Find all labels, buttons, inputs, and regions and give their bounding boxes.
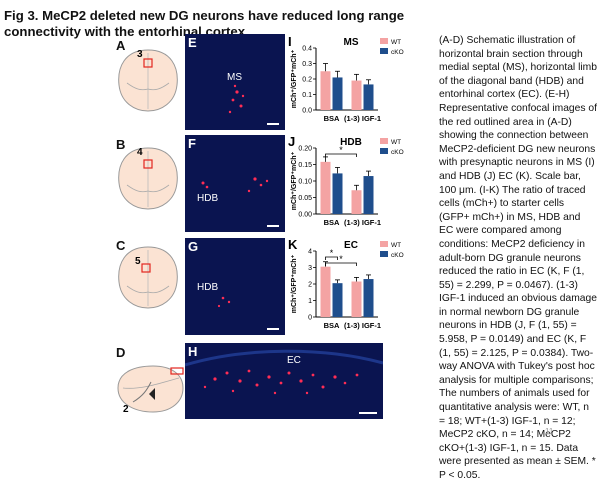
legend-swatch-wt [380,38,388,44]
chart-title: HDB [340,137,362,148]
scale-bar [267,328,279,330]
y-tick-label: 0.1 [302,92,312,99]
bar-cko-0 [332,283,343,317]
micrograph-e-label: MS [227,72,242,83]
y-tick-label: 0 [308,315,312,322]
bar-chart-i: I MS mCh⁺/GFP⁺mCh⁺ 0.0 0.1 0.2 0.3 0.4 BSA (1-3) … [288,34,404,123]
legend-label-wt: WT [391,242,401,249]
y-tick-label: 0.2 [302,77,312,84]
y-tick-label: 0.0 [302,108,312,115]
bar-wt-1 [351,80,362,110]
significance-star: * [339,254,343,264]
panel-label-j: J [288,134,295,149]
bar-cko-0 [332,173,343,214]
y-tick-label: 0.15 [298,162,312,169]
legend-label-cko: cKO [391,49,404,56]
legend-swatch-wt [380,138,388,144]
significance-bracket [325,262,357,266]
panel-label-d: D [116,345,126,360]
bar-cko-0 [332,77,343,110]
x-tick-label: (1-3) IGF-1 [344,114,381,123]
micrograph-f: F HDB [185,135,285,232]
schematic-c: 5 [118,246,178,309]
x-tick-label: BSA [324,218,340,227]
scale-bar [267,123,279,125]
significance-star: * [330,248,334,258]
x-tick-label: BSA [324,321,340,330]
micrograph-g-cells [217,296,231,308]
y-tick-label: 4 [308,249,312,256]
x-tick-label: BSA [324,114,340,123]
legend-swatch-wt [380,241,388,247]
y-tick-label: 0.4 [302,46,312,53]
legend-label-wt: WT [391,139,401,146]
legend-label-wt: WT [391,39,401,46]
schematic-a: 3 [118,49,178,112]
bar-cko-1 [363,176,374,214]
y-tick-label: 3 [308,265,312,272]
bar-chart-k: K EC mCh⁺/GFP⁺mCh⁺ 0 1 2 3 4 BSA (1-3) IGF-1 * * WT c… [288,237,404,330]
y-tick-label: 0.00 [298,212,312,219]
figure-title: Fig 3. MeCP2 deleted new DG neurons have… [4,8,405,39]
bar-chart-j: J HDB mCh⁺/GFP⁺mCh⁺0.00 0.05 0.10 0.15 0.20 BSA… [288,134,404,227]
figure-caption: (A-D) Schematic illustration of horizont… [439,35,597,481]
bar-wt-0 [320,161,331,214]
bar-cko-1 [363,279,374,317]
x-tick-label: (1-3) IGF-1 [344,218,381,227]
schematic-number-2: 2 [123,404,129,415]
panel-label-e: E [188,35,197,50]
significance-star: * [339,145,343,155]
micrograph-f-label: HDB [197,193,219,204]
panel-label-a: A [116,38,126,53]
micrograph-f-cells [201,177,269,193]
chart-title: EC [344,240,358,251]
scale-bar [267,225,279,227]
panel-label-f: F [188,136,196,151]
legend-label-cko: cKO [391,149,404,156]
x-tick-label: (1-3) IGF-1 [344,321,381,330]
schematic-number-4: 4 [137,147,143,158]
significance-bracket [325,256,338,260]
panel-label-h: H [188,344,198,359]
legend-label-cko: cKO [391,252,404,259]
panel-label-i: I [288,34,292,49]
y-tick-label: 0.05 [298,195,312,202]
micrograph-h: H EC [185,343,383,419]
schematic-d: 2 [117,365,184,415]
y-axis-label: mCh⁺/GFP⁺mCh⁺ [291,254,298,313]
bar-wt-1 [351,281,362,317]
panel-label-g: G [188,239,199,254]
panel-label-c: C [116,238,126,253]
schematic-number-3: 3 [137,49,143,60]
bar-wt-0 [320,266,331,317]
bar-wt-0 [320,71,331,110]
y-tick-label: 0.10 [298,179,312,186]
y-tick-label: 2 [308,282,312,289]
legend-swatch-cko [380,251,388,257]
significance-bracket [325,153,357,157]
schematic-b: 4 [118,147,178,210]
scale-bar [359,412,377,414]
micrograph-g-label: HDB [197,282,219,293]
micrograph-g: G HDB [185,238,285,335]
chart-title: MS [344,37,359,48]
schematic-number-5: 5 [135,256,141,267]
page-number: 11 [545,427,554,436]
panel-label-k: K [288,237,298,252]
legend-swatch-cko [380,148,388,154]
y-tick-label: 1 [308,298,312,305]
y-axis-label: mCh⁺/GFP⁺mCh⁺ [291,49,298,108]
y-tick-label: 0.3 [302,61,312,68]
legend-swatch-cko [380,48,388,54]
micrograph-e: E MS [185,34,285,130]
y-axis-label: mCh⁺/GFP⁺mCh⁺ [291,151,298,210]
micrograph-h-label: EC [287,355,301,366]
bar-cko-1 [363,84,374,110]
micrograph-h-cells [185,349,383,395]
bar-wt-1 [351,190,362,214]
panel-label-b: B [116,137,126,152]
y-tick-label: 0.20 [298,146,312,153]
micrograph-e-cells [228,84,245,114]
